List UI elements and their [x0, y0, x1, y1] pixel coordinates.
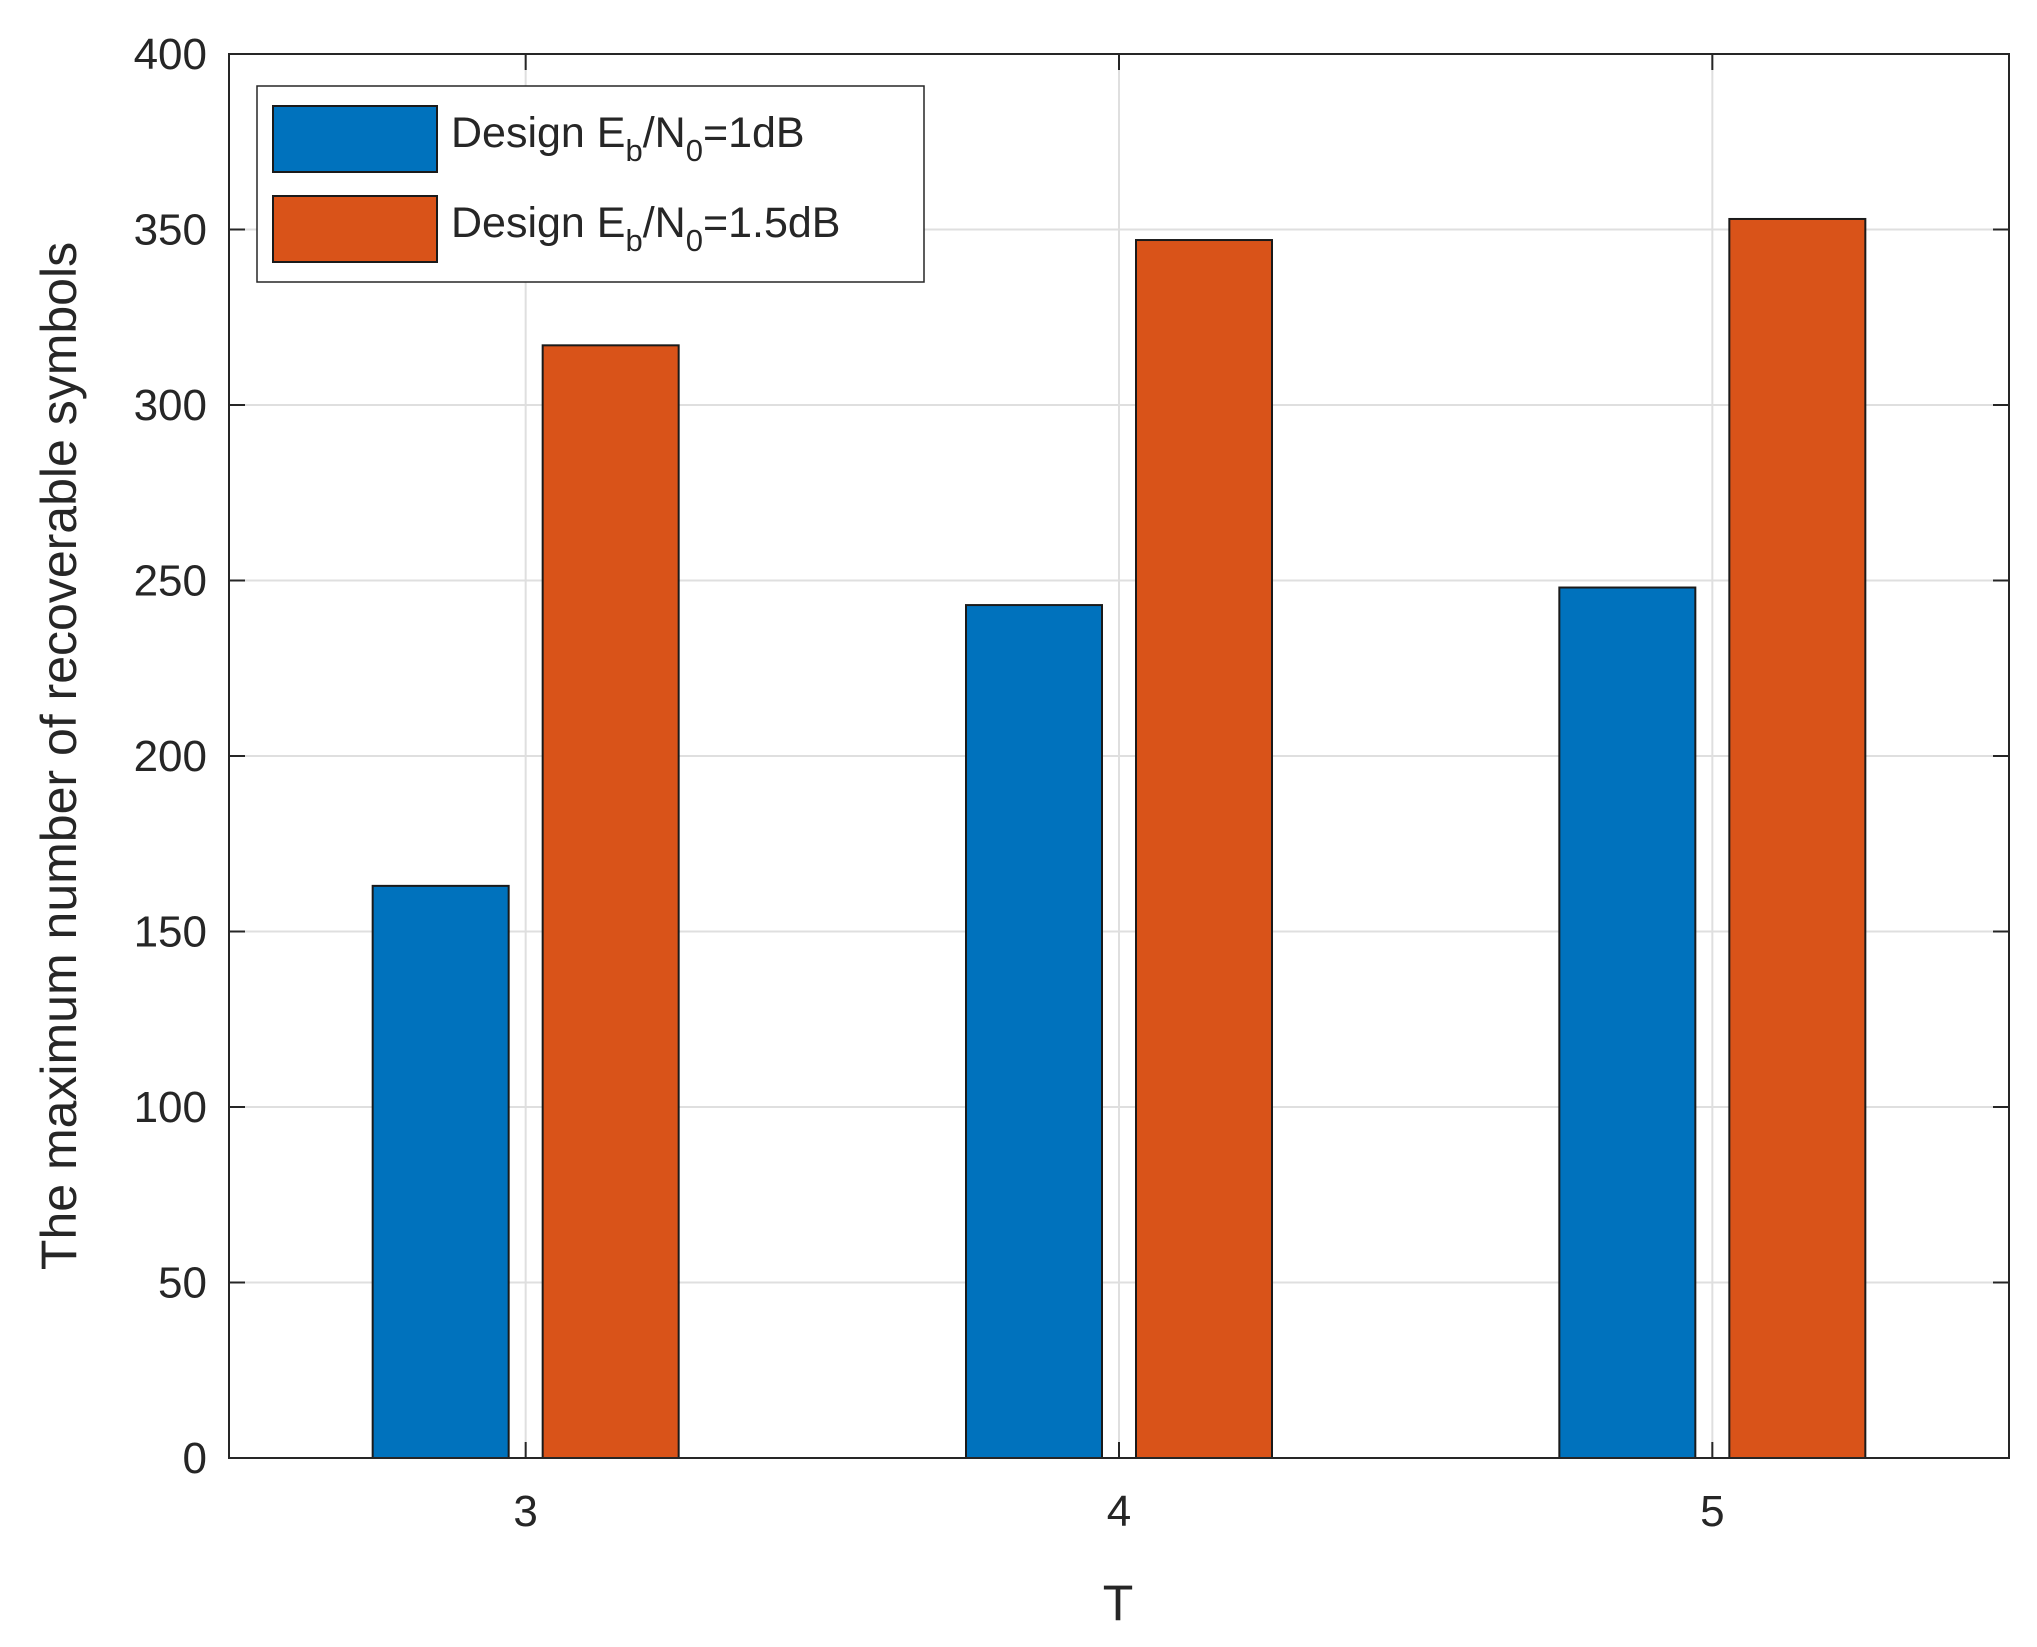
- axes-group: [228, 53, 2010, 1459]
- x-tick-label: 5: [1700, 1487, 1724, 1536]
- legend-label-1-base: Design E: [451, 109, 625, 157]
- y-tick-label: 300: [134, 381, 207, 430]
- bar-series-2-T3: [541, 344, 680, 1460]
- y-tick-label: 350: [134, 206, 207, 255]
- bar-series-1-T5: [1558, 586, 1697, 1459]
- legend-label-1-mid: /N: [643, 109, 686, 157]
- y-tick-label: 200: [134, 732, 207, 781]
- y-tick-label: 400: [134, 30, 207, 79]
- legend-label-1-sub-b: b: [625, 133, 642, 168]
- legend-swatch-series-1: [272, 105, 438, 173]
- legend-label-2-sub-0: 0: [686, 223, 703, 258]
- x-tick-label: 4: [1107, 1487, 1131, 1536]
- y-tick-label: 100: [134, 1083, 207, 1132]
- legend-label-series-1: Design Eb/N0=1dB: [451, 109, 805, 168]
- bar-series-1-T3: [371, 884, 510, 1459]
- bars-group: [371, 217, 1867, 1460]
- legend-label-1-tail: =1dB: [703, 109, 805, 157]
- bar-series-1-T4: [965, 604, 1103, 1459]
- x-axis-label: T: [1103, 1575, 1134, 1631]
- legend-label-2-mid: /N: [643, 199, 686, 247]
- bar-series-2-T5: [1728, 217, 1867, 1460]
- tick-labels-group: 0 50 100 150 200 250 300 350 400 3 4 5: [134, 30, 1725, 1536]
- y-tick-label: 50: [158, 1259, 207, 1308]
- y-axis-label: The maximum number of recoverable symbol…: [31, 242, 87, 1270]
- legend-label-2-tail: =1.5dB: [703, 199, 840, 247]
- legend-label-2-base: Design E: [451, 199, 625, 247]
- legend: Design Eb/N0=1dB Design Eb/N0=1.5dB: [256, 85, 925, 283]
- bar-series-2-T4: [1135, 239, 1273, 1459]
- legend-swatch-series-2: [272, 195, 438, 263]
- y-tick-label: 150: [134, 908, 207, 957]
- y-tick-label: 0: [183, 1434, 207, 1483]
- legend-label-1-sub-0: 0: [686, 133, 703, 168]
- y-tick-label: 250: [134, 557, 207, 606]
- x-tick-label: 3: [513, 1487, 537, 1536]
- legend-label-2-sub-b: b: [625, 223, 642, 258]
- legend-label-series-2: Design Eb/N0=1.5dB: [451, 199, 840, 258]
